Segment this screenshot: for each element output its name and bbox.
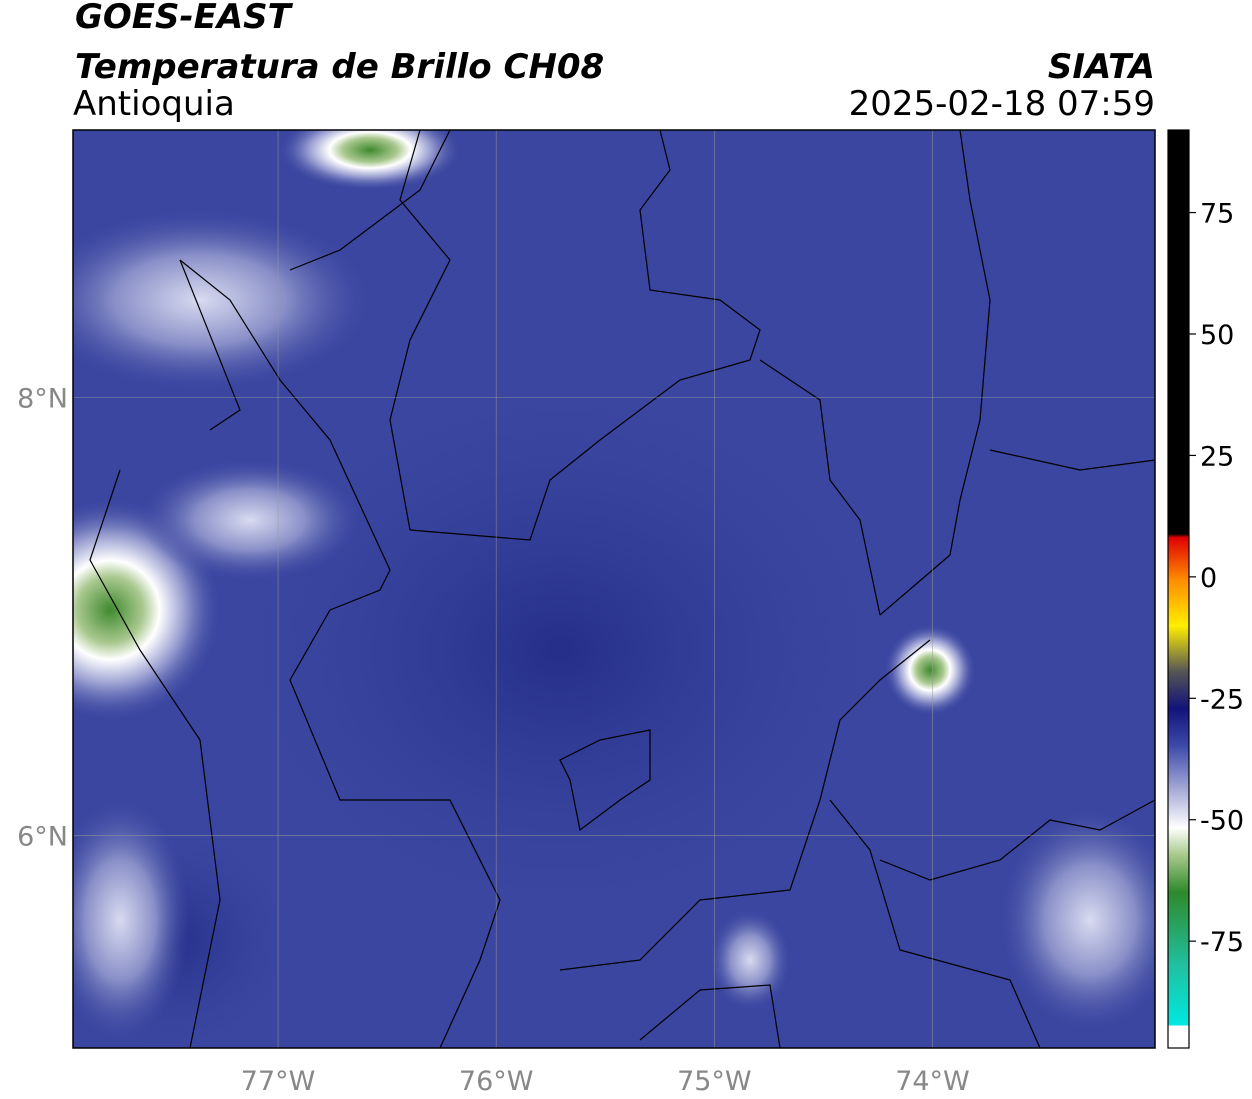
colorbar-tick-label: -25 <box>1200 684 1244 715</box>
x-tick-label: 77°W <box>241 1066 316 1097</box>
x-tick-label: 74°W <box>895 1066 970 1097</box>
colorbar-tick-label: -75 <box>1200 927 1244 958</box>
x-tick-label: 76°W <box>459 1066 534 1097</box>
colorbar-tick-label: 25 <box>1200 441 1234 472</box>
source: SIATA <box>1048 47 1155 87</box>
subtitle: Temperatura de Brillo CH08 <box>75 47 604 87</box>
colorbar-tick-label: 50 <box>1200 320 1234 351</box>
datetime: 2025-02-18 07:59 <box>849 84 1155 124</box>
colorbar-tick-label: -50 <box>1200 806 1244 837</box>
y-tick-label: 8°N <box>17 383 68 414</box>
region: Antioquia <box>73 84 235 124</box>
y-tick-label: 6°N <box>17 821 68 852</box>
x-tick-label: 75°W <box>677 1066 752 1097</box>
colorbar-tick-label: 75 <box>1200 199 1234 230</box>
map-image <box>73 130 1155 1048</box>
colorbar <box>1167 129 1190 1049</box>
map-frame <box>72 129 1156 1049</box>
title: GOES-EAST <box>75 0 294 37</box>
colorbar-tick-label: 0 <box>1200 563 1217 594</box>
grid <box>73 130 1155 1048</box>
